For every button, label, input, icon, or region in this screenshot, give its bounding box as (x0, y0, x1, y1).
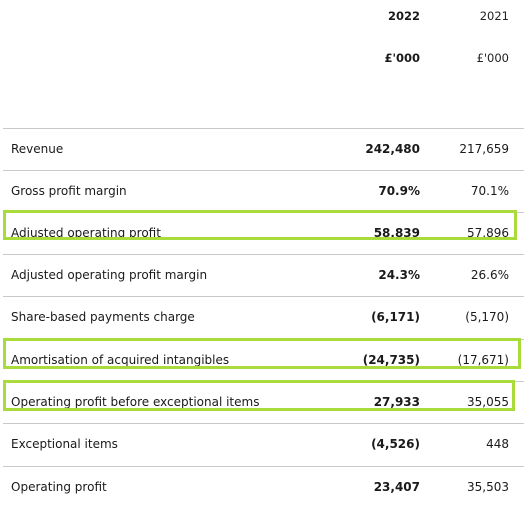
row-label: Adjusted operating profit (11, 226, 161, 240)
row-divider (3, 170, 524, 171)
row-label: Share-based payments charge (11, 310, 195, 324)
row-value-current: 70.9% (378, 184, 420, 198)
row-divider (3, 466, 524, 467)
row-value-current: 27,933 (373, 395, 420, 409)
column-header-unit-previous: £'000 (476, 51, 509, 65)
table-row: Gross profit margin 70.9% 70.1% (0, 170, 527, 212)
row-divider (3, 296, 524, 297)
row-divider (3, 254, 524, 255)
highlight-box-adjusted-operating-profit (3, 210, 517, 240)
row-label: Exceptional items (11, 437, 118, 451)
row-divider (3, 423, 524, 424)
row-value-previous: (17,671) (457, 353, 509, 367)
row-value-current: (6,171) (371, 310, 420, 324)
row-value-current: 242,480 (365, 142, 420, 156)
row-label: Gross profit margin (11, 184, 127, 198)
table-row: Exceptional items (4,526) 448 (0, 423, 527, 465)
column-header-unit-current: £'000 (384, 51, 420, 65)
row-divider (3, 128, 524, 129)
row-value-current: (24,735) (362, 353, 420, 367)
row-value-previous: 35,503 (467, 480, 509, 494)
row-value-previous: 448 (486, 437, 509, 451)
column-header-year-current: 2022 (387, 9, 420, 23)
row-value-current: 23,407 (373, 480, 420, 494)
row-value-previous: 35,055 (467, 395, 509, 409)
highlight-box-amortisation (3, 338, 521, 369)
row-label: Adjusted operating profit margin (11, 268, 208, 282)
column-header-year-previous: 2021 (479, 9, 509, 23)
row-label: Operating profit before exceptional item… (11, 395, 260, 409)
row-value-previous: 26.6% (470, 268, 509, 282)
row-value-previous: 70.1% (470, 184, 509, 198)
highlight-box-operating-profit-before-exceptional (3, 380, 515, 411)
row-value-current: 58,839 (373, 226, 420, 240)
row-value-current: (4,526) (371, 437, 420, 451)
row-value-previous: 217,659 (459, 142, 509, 156)
table-row: Adjusted operating profit margin 24.3% 2… (0, 254, 527, 296)
row-label: Operating profit (11, 480, 107, 494)
table-row: Revenue 242,480 217,659 (0, 128, 527, 170)
row-value-current: 24.3% (378, 268, 420, 282)
table-row: Operating profit 23,407 35,503 (0, 466, 527, 508)
row-label: Revenue (11, 142, 64, 156)
table-row: Share-based payments charge (6,171) (5,1… (0, 296, 527, 338)
row-label: Amortisation of acquired intangibles (11, 353, 230, 367)
row-value-previous: (5,170) (465, 310, 509, 324)
row-value-previous: 57,896 (467, 226, 509, 240)
